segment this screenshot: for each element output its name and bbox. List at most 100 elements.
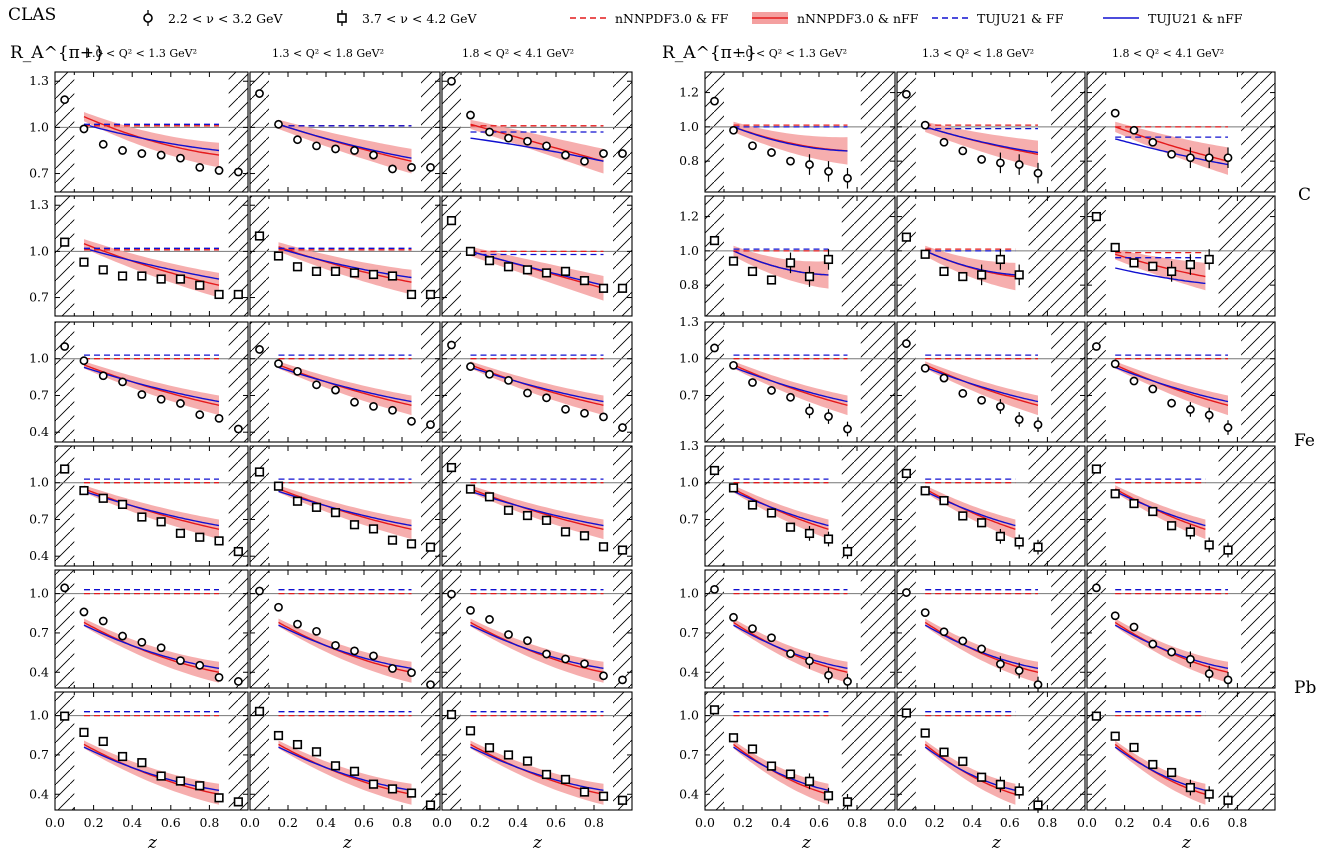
data-point-circle xyxy=(79,124,89,134)
panel-fe-pim-q2-circle xyxy=(896,321,1086,443)
data-point-square xyxy=(79,485,89,496)
data-point-circle xyxy=(118,631,127,641)
panel-pb-pim-q1-circle: 0.4 0.7 1.0 xyxy=(679,569,896,690)
data-point-circle xyxy=(274,359,283,369)
excluded-region-low-z xyxy=(705,446,724,566)
x-tick-label: 0.0 xyxy=(695,815,715,830)
blue-nff-curve xyxy=(925,126,1039,154)
x-tick-label: 0.4 xyxy=(508,815,528,830)
data-point-circle xyxy=(977,395,986,405)
data-point-square xyxy=(214,289,224,300)
data-point-circle xyxy=(466,110,475,120)
red-nff-curve xyxy=(83,243,220,286)
excluded-region-high-z xyxy=(613,446,632,566)
data-point-square xyxy=(233,546,243,557)
red-nff-curve xyxy=(924,364,1039,406)
data-point-circle xyxy=(426,680,435,689)
excluded-region-low-z xyxy=(1087,446,1106,566)
excluded-region-high-z xyxy=(841,692,895,810)
red-nff-band xyxy=(278,618,412,683)
y-tick-label: 0.7 xyxy=(679,387,699,402)
data-point-square xyxy=(254,467,265,477)
panel-c-pim-q1-circle: 0.8 1.0 1.2 xyxy=(679,71,896,193)
data-point-square xyxy=(598,283,609,293)
x-tick-label: 0.0 xyxy=(240,815,260,830)
data-point-square xyxy=(214,536,224,546)
data-point-square xyxy=(1091,211,1101,222)
data-point-square xyxy=(60,464,70,474)
red-nff-band xyxy=(733,740,829,805)
legend-blue-nff-label: TUJU21 & nFF xyxy=(1148,11,1243,26)
red-nff-band xyxy=(84,239,219,298)
excluded-region-high-z xyxy=(1241,570,1275,688)
data-point-circle xyxy=(466,362,475,371)
excluded-region-low-z xyxy=(250,72,269,192)
data-point-circle xyxy=(214,672,224,682)
data-point-square xyxy=(1185,259,1195,270)
data-point-circle xyxy=(447,589,456,599)
data-point-circle xyxy=(485,127,494,137)
data-point-square xyxy=(1110,242,1120,253)
data-point-circle xyxy=(426,420,435,430)
excluded-region-high-z xyxy=(841,446,895,566)
y-tick-label: 1.0 xyxy=(679,351,699,366)
data-point-circle xyxy=(1204,410,1214,420)
data-point-circle xyxy=(920,363,930,373)
data-point-square xyxy=(617,545,628,555)
x-tick-label: 0.2 xyxy=(925,815,945,830)
data-point-square xyxy=(579,531,590,541)
data-point-circle xyxy=(523,136,532,146)
y-tick-label: 0.7 xyxy=(29,511,49,526)
red-nff-band xyxy=(470,740,604,805)
data-point-square xyxy=(766,275,777,285)
data-point-circle xyxy=(426,162,435,172)
data-point-square xyxy=(709,705,720,715)
data-point-circle xyxy=(485,615,494,624)
data-point-square xyxy=(273,251,284,261)
excluded-region-low-z xyxy=(897,570,916,688)
data-point-circle xyxy=(561,654,570,664)
xlabel-col-5: z xyxy=(991,833,1002,853)
data-point-square xyxy=(368,524,379,534)
data-point-circle xyxy=(60,342,70,351)
excluded-region-low-z xyxy=(55,196,75,316)
data-point-square xyxy=(1129,498,1139,509)
red-nff-band xyxy=(84,740,219,805)
panel-pb-pim-q3-square: 0.0 0.2 0.4 0.6 0.8 xyxy=(1077,691,1276,830)
data-point-circle xyxy=(98,139,108,149)
column-headers: R_A^{π+} 1.0 < Q² < 1.3 GeV² 1.3 < Q² < … xyxy=(10,43,1224,63)
data-point-circle xyxy=(843,173,852,183)
data-point-circle xyxy=(293,135,302,145)
x-tick-label: 0.6 xyxy=(1000,815,1020,830)
q2-bin-header-left-2: 1.3 < Q² < 1.8 GeV² xyxy=(272,47,384,60)
data-point-square xyxy=(958,271,968,282)
data-point-square xyxy=(60,237,70,247)
data-point-square xyxy=(939,266,949,277)
excluded-region-low-z xyxy=(897,446,916,566)
data-point-circle xyxy=(843,424,852,434)
data-point-square xyxy=(901,468,911,479)
y-tick-label: 1.0 xyxy=(29,243,49,258)
data-point-circle xyxy=(60,583,70,593)
q2-bin-header-left-3: 1.8 < Q² < 4.1 GeV² xyxy=(462,47,574,60)
data-point-square xyxy=(995,531,1005,541)
excluded-region-low-z xyxy=(897,72,916,192)
excluded-region-high-z xyxy=(860,570,895,688)
y-tick-label: 0.7 xyxy=(29,625,49,640)
y-tick-label: 1.0 xyxy=(29,708,49,723)
header-legend: CLAS 2.2 < ν < 3.2 GeV 3.7 < ν < 4.2 GeV… xyxy=(8,5,1243,26)
data-point-circle xyxy=(137,637,147,647)
excluded-region-low-z xyxy=(55,446,75,566)
data-point-square xyxy=(254,231,265,241)
data-point-circle xyxy=(580,156,589,166)
x-tick-label: 0.8 xyxy=(847,815,867,830)
data-point-square xyxy=(98,736,108,747)
data-point-square xyxy=(976,270,987,280)
data-point-square xyxy=(387,535,398,545)
data-point-square xyxy=(446,709,457,720)
panel-frame xyxy=(249,71,441,193)
y-tick-label: 0.7 xyxy=(679,511,699,526)
red-nff-curve xyxy=(1114,364,1229,406)
red-nff-band xyxy=(1115,740,1206,805)
y-tick-label: 1.0 xyxy=(679,119,699,134)
